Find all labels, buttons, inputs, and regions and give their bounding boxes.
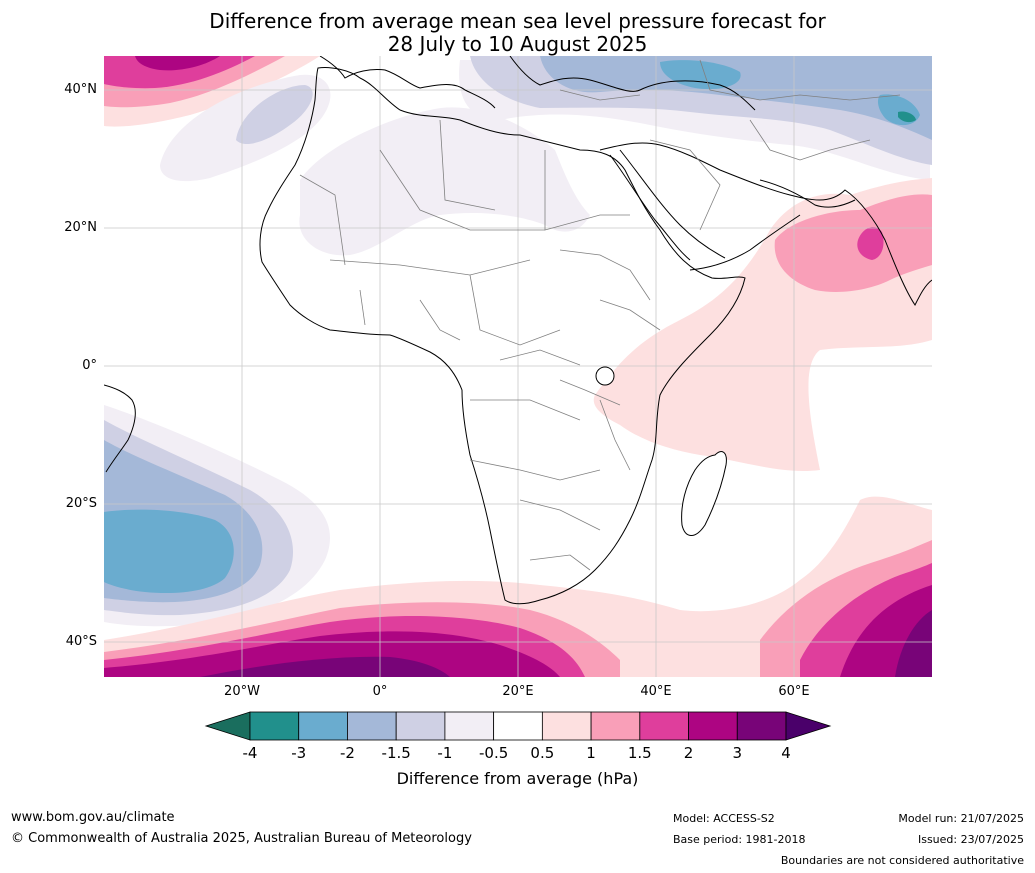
anomaly-azores-negative-2 [236,85,313,145]
africa-coastline [259,67,746,605]
colorbar-segment [590,711,641,741]
title-line-1: Difference from average mean sea level p… [209,9,826,33]
colorbar-tick-label: 2 [683,744,694,762]
footer-model: Model: ACCESS-S2 [673,812,775,825]
colorbar-segment [688,711,738,741]
lon-label-0: 0° [372,684,388,699]
colorbar-segment [541,711,592,741]
colorbar-segment [347,711,397,741]
colorbar-tick-label: 1 [586,744,596,762]
red-sea-coastline [609,149,856,261]
country-boundaries [299,59,901,571]
colorbar-tick-label: 0.5 [530,744,555,762]
colorbar-tick-label: 4 [781,744,791,762]
arabian-coastline [689,214,801,271]
colorbar-segment [493,711,543,741]
anomaly-caspian-negative-2 [898,111,916,123]
map-area [104,56,932,677]
title-line-2: 28 July to 10 August 2025 [387,32,648,56]
colorbar-tick-label: -2 [339,744,355,762]
lat-label-20n: 20°N [64,220,97,235]
madagascar-coastline [681,451,727,536]
colorbar-segment [395,711,446,741]
lat-label-20s: 20°S [65,496,97,511]
footer-issued: Issued: 23/07/2025 [917,833,1024,846]
colorbar-tick-label: -1.5 [381,744,411,762]
colorbar [204,711,832,741]
eurasia-coastline [319,56,932,306]
anomaly-north-atlantic-positive-4 [135,56,220,71]
colorbar-segment [249,711,300,741]
footer-model-run: Model run: 21/07/2025 [898,812,1024,825]
lake-victoria [595,366,615,386]
footer-base-period: Base period: 1981-2018 [673,833,806,846]
footer-disclaimer: Boundaries are not considered authoritat… [780,854,1024,867]
anomaly-south-atlantic-negative-4 [104,509,234,594]
anomaly-europe-negative-3 [660,60,741,90]
colorbar-segment [298,711,348,741]
lat-label-40s: 40°S [65,634,97,649]
map-title: Difference from average mean sea level p… [0,10,1035,56]
south-america-coastline [104,384,136,473]
lon-label-20e: 20°E [502,684,534,699]
colorbar-segment [639,711,689,741]
lat-label-0: 0° [82,358,97,373]
anomaly-europe-negative-2 [540,56,932,140]
colorbar-label: Difference from average (hPa) [396,769,639,788]
colorbar-tick-label: -4 [242,744,258,762]
colorbar-tick-label: -1 [437,744,453,762]
lon-label-60e: 60°E [778,684,810,699]
anomaly-arabian-sea-positive-2 [857,226,884,260]
colorbar-segment [736,711,787,741]
footer-copyright: © Commonwealth of Australia 2025, Austra… [11,831,472,846]
lon-label-20w: 20°W [224,684,260,699]
colorbar-extend-high [785,711,832,741]
colorbar-segment [444,711,495,741]
lat-label-40n: 40°N [64,82,97,97]
lon-label-40e: 40°E [640,684,672,699]
colorbar-tick-label: -3 [291,744,307,762]
footer-website: www.bom.gov.au/climate [11,810,175,825]
anomaly-southern-ocean-positive-6 [104,631,560,677]
colorbar-extend-low [204,711,251,741]
graticule [104,56,932,677]
anomaly-sahara-negative [299,107,590,256]
anomaly-southern-ocean-positive-9 [895,610,932,677]
colorbar-tick-label: 1.5 [627,744,652,762]
anomaly-southern-ocean-positive-8 [200,656,450,677]
colorbar-tick-label: -0.5 [478,744,509,762]
colorbar-tick-label: 3 [732,744,743,762]
anomaly-arabian-sea-positive [774,194,932,292]
